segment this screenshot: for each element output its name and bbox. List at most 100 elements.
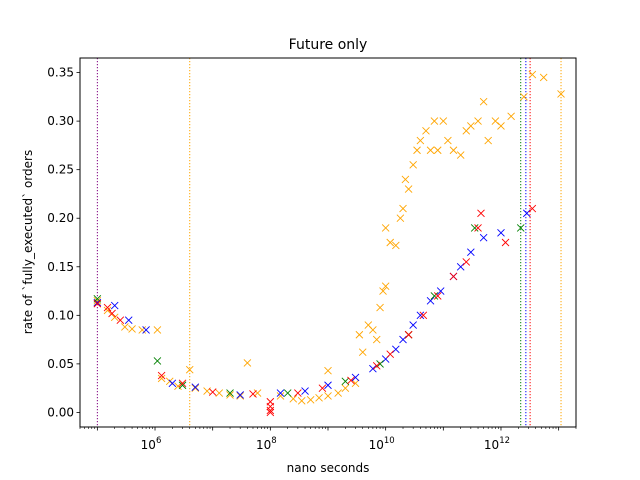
- data-point: [355, 330, 364, 339]
- x-tick-label: 1010: [369, 436, 395, 452]
- data-point: [351, 379, 360, 388]
- data-point: [185, 365, 194, 374]
- data-point: [491, 117, 500, 125]
- data-point: [439, 117, 448, 125]
- x-axis-label: nano seconds: [287, 461, 370, 475]
- data-point: [236, 392, 245, 400]
- data-point: [315, 394, 323, 402]
- data-point: [404, 185, 413, 193]
- plot-frame: [79, 57, 577, 428]
- data-point: [484, 136, 493, 145]
- data-point: [236, 391, 245, 399]
- data-point: [470, 224, 479, 232]
- data-point: [386, 238, 395, 247]
- data-point: [347, 376, 355, 385]
- data-point: [462, 258, 471, 266]
- data-point: [226, 389, 234, 397]
- y-tick-label: 0.05: [47, 357, 74, 371]
- data-point: [430, 117, 439, 125]
- data-point: [372, 335, 381, 344]
- y-axis-label: rate of `fully_executed` orders: [21, 150, 35, 334]
- data-point: [124, 316, 133, 325]
- data-point: [474, 117, 482, 125]
- data-point: [324, 381, 332, 390]
- data-point: [456, 151, 465, 159]
- y-tick-label: 0.35: [47, 66, 74, 80]
- data-point: [477, 209, 485, 218]
- data-point: [539, 73, 548, 82]
- data-point: [399, 335, 407, 344]
- data-point: [121, 323, 129, 331]
- data-point: [226, 391, 234, 399]
- data-point: [422, 127, 430, 135]
- data-point: [419, 311, 428, 320]
- data-point: [381, 224, 390, 232]
- y-tick-label: 0.30: [47, 114, 74, 128]
- data-point: [426, 146, 435, 155]
- data-point: [249, 390, 257, 398]
- data-point: [266, 402, 275, 411]
- data-point: [391, 345, 400, 354]
- x-tick-label: 106: [141, 436, 162, 452]
- data-point: [324, 366, 332, 375]
- data-point: [409, 321, 417, 329]
- data-point: [520, 93, 528, 101]
- data-point: [276, 392, 285, 400]
- data-point: [110, 301, 119, 310]
- data-point: [351, 373, 360, 382]
- data-point: [369, 326, 377, 334]
- data-point: [276, 389, 285, 397]
- y-tick-label: 0.00: [47, 405, 74, 419]
- data-point: [396, 214, 405, 223]
- data-point: [376, 303, 384, 312]
- data-point: [391, 241, 400, 250]
- data-point: [416, 311, 425, 320]
- data-point: [103, 303, 112, 312]
- data-point: [528, 204, 537, 213]
- data-point: [467, 248, 475, 257]
- y-tick-label: 0.10: [47, 308, 74, 322]
- data-point: [341, 384, 350, 392]
- data-point: [456, 262, 465, 271]
- data-point: [386, 350, 395, 358]
- data-point: [444, 136, 452, 145]
- data-point: [433, 146, 442, 155]
- data-point: [266, 408, 275, 417]
- data-point: [401, 175, 410, 184]
- data-point: [358, 348, 367, 357]
- y-tick-label: 0.20: [47, 211, 74, 225]
- data-point: [157, 374, 166, 383]
- data-point: [128, 325, 136, 333]
- data-point: [497, 228, 505, 237]
- data-point: [297, 396, 306, 405]
- data-point: [334, 389, 342, 397]
- data-point: [516, 224, 525, 232]
- data-points: [93, 70, 565, 417]
- x-tick-label: 1012: [484, 436, 510, 452]
- data-point: [110, 313, 119, 322]
- data-point: [430, 292, 439, 300]
- data-point: [116, 316, 125, 325]
- data-point: [318, 384, 327, 392]
- data-point: [426, 296, 435, 305]
- data-point: [497, 122, 505, 130]
- data-point: [372, 362, 381, 370]
- data-point: [108, 309, 116, 318]
- data-point: [467, 122, 475, 130]
- data-point: [253, 389, 262, 397]
- data-point: [369, 364, 377, 373]
- data-point: [404, 330, 413, 339]
- data-point: [522, 209, 531, 218]
- data-point: [528, 70, 537, 79]
- data-point: [449, 146, 458, 155]
- data-point: [433, 292, 442, 300]
- data-point: [301, 387, 309, 395]
- data-point: [138, 326, 147, 334]
- data-point: [174, 382, 182, 391]
- data-point: [413, 146, 421, 155]
- data-point: [409, 160, 417, 169]
- y-axis-ticks: 0.00 0.05 0.10 0.15 0.20 0.25 0.30 0.35: [47, 66, 80, 419]
- data-point: [381, 282, 390, 291]
- data-point: [243, 359, 252, 367]
- data-point: [449, 272, 458, 281]
